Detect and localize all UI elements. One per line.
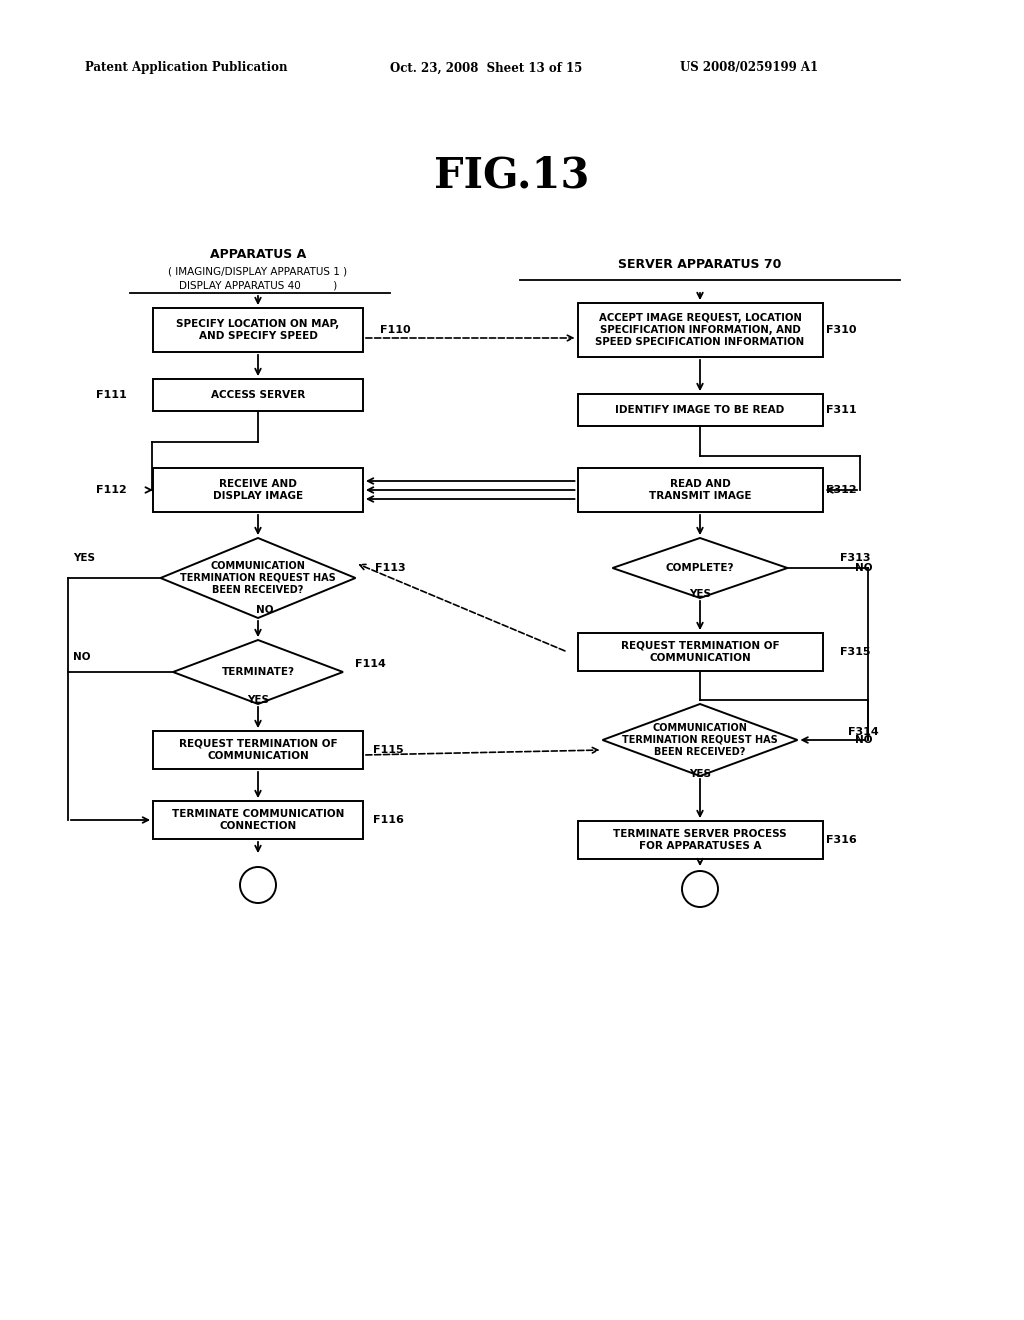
Text: READ AND
TRANSMIT IMAGE: READ AND TRANSMIT IMAGE <box>649 479 752 502</box>
Text: APPARATUS A: APPARATUS A <box>210 248 306 261</box>
Text: F310: F310 <box>826 325 856 335</box>
Text: FIG.13: FIG.13 <box>434 154 590 195</box>
Bar <box>153 801 362 840</box>
Text: Patent Application Publication: Patent Application Publication <box>85 62 288 74</box>
Text: F314: F314 <box>848 727 879 737</box>
Bar <box>578 393 822 426</box>
Text: F313: F313 <box>840 553 870 564</box>
Text: NO: NO <box>855 735 872 744</box>
Bar <box>578 634 822 671</box>
Text: YES: YES <box>247 696 269 705</box>
Text: ( IMAGING/DISPLAY APPARATUS 1 ): ( IMAGING/DISPLAY APPARATUS 1 ) <box>168 267 347 277</box>
Text: ACCEPT IMAGE REQUEST, LOCATION
SPECIFICATION INFORMATION, AND
SPEED SPECIFICATIO: ACCEPT IMAGE REQUEST, LOCATION SPECIFICA… <box>595 313 805 347</box>
Text: COMMUNICATION
TERMINATION REQUEST HAS
BEEN RECEIVED?: COMMUNICATION TERMINATION REQUEST HAS BE… <box>623 722 778 758</box>
Bar <box>153 308 362 352</box>
Bar <box>578 469 822 512</box>
Text: COMMUNICATION
TERMINATION REQUEST HAS
BEEN RECEIVED?: COMMUNICATION TERMINATION REQUEST HAS BE… <box>180 561 336 595</box>
Text: DISPLAY APPARATUS 40          ): DISPLAY APPARATUS 40 ) <box>179 280 337 290</box>
Polygon shape <box>173 640 343 704</box>
Text: YES: YES <box>689 589 711 599</box>
Polygon shape <box>602 704 798 776</box>
Text: YES: YES <box>73 553 95 564</box>
Text: F115: F115 <box>373 744 403 755</box>
Text: F116: F116 <box>373 814 403 825</box>
Text: SERVER APPARATUS 70: SERVER APPARATUS 70 <box>618 259 781 272</box>
Bar <box>153 731 362 770</box>
Text: COMPLETE?: COMPLETE? <box>666 564 734 573</box>
Text: TERMINATE COMMUNICATION
CONNECTION: TERMINATE COMMUNICATION CONNECTION <box>172 809 344 832</box>
Text: NO: NO <box>256 605 273 615</box>
Text: F312: F312 <box>826 484 857 495</box>
Text: YES: YES <box>689 770 711 779</box>
Text: F114: F114 <box>355 659 386 669</box>
Text: NO: NO <box>855 564 872 573</box>
Text: F112: F112 <box>96 484 127 495</box>
Text: US 2008/0259199 A1: US 2008/0259199 A1 <box>680 62 818 74</box>
Text: NO: NO <box>73 652 90 663</box>
Text: F111: F111 <box>96 389 127 400</box>
Text: Oct. 23, 2008  Sheet 13 of 15: Oct. 23, 2008 Sheet 13 of 15 <box>390 62 583 74</box>
Text: REQUEST TERMINATION OF
COMMUNICATION: REQUEST TERMINATION OF COMMUNICATION <box>178 739 337 762</box>
Bar <box>153 469 362 512</box>
Circle shape <box>682 871 718 907</box>
Text: F316: F316 <box>826 836 857 845</box>
Text: REQUEST TERMINATION OF
COMMUNICATION: REQUEST TERMINATION OF COMMUNICATION <box>621 640 779 663</box>
Text: TERMINATE?: TERMINATE? <box>221 667 295 677</box>
Text: TERMINATE SERVER PROCESS
FOR APPARATUSES A: TERMINATE SERVER PROCESS FOR APPARATUSES… <box>613 829 786 851</box>
Bar <box>578 821 822 859</box>
Bar <box>153 379 362 411</box>
Text: ACCESS SERVER: ACCESS SERVER <box>211 389 305 400</box>
Text: F113: F113 <box>375 564 406 573</box>
Text: SPECIFY LOCATION ON MAP,
AND SPECIFY SPEED: SPECIFY LOCATION ON MAP, AND SPECIFY SPE… <box>176 319 340 341</box>
Bar <box>578 304 822 356</box>
Polygon shape <box>161 539 355 618</box>
Circle shape <box>240 867 276 903</box>
Text: F110: F110 <box>380 325 411 335</box>
Polygon shape <box>612 539 787 598</box>
Text: RECEIVE AND
DISPLAY IMAGE: RECEIVE AND DISPLAY IMAGE <box>213 479 303 502</box>
Text: F311: F311 <box>826 405 857 414</box>
Text: F315: F315 <box>840 647 870 657</box>
Text: IDENTIFY IMAGE TO BE READ: IDENTIFY IMAGE TO BE READ <box>615 405 784 414</box>
